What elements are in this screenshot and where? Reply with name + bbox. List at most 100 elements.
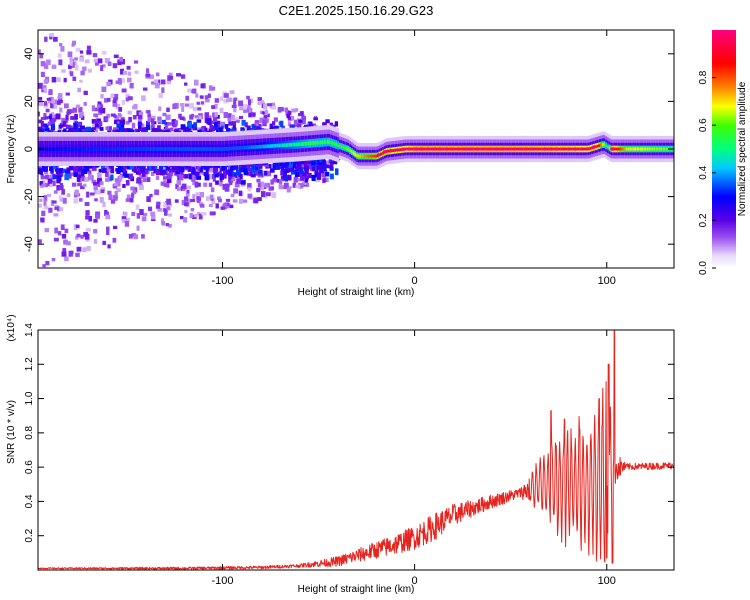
spectrogram-cell (249, 98, 253, 104)
spectrogram-cell (184, 174, 189, 179)
spectrogram-ridge-cell (136, 147, 139, 151)
spectrogram-cell (203, 182, 208, 187)
spectrogram-cell (95, 213, 100, 219)
spectrogram-cell (179, 129, 185, 135)
spectrogram-cell (234, 181, 240, 188)
spectrogram-cell (38, 82, 43, 89)
spectrogram-cell (200, 127, 205, 132)
spectrogram-cell (162, 176, 168, 180)
spectrogram-cell (167, 122, 172, 126)
spectrogram-cell (247, 183, 252, 189)
spectrogram-cell (100, 189, 105, 194)
spectrogram-cell (40, 61, 46, 67)
spectrogram-ridge-cell (357, 154, 361, 158)
spectrogram-cell (75, 104, 81, 108)
spectrogram-cell (50, 102, 54, 109)
spectrogram-cell (128, 233, 133, 239)
spectrogram-cell (72, 76, 77, 81)
spectrogram-cell (98, 168, 103, 173)
spectrogram-ridge-cell (226, 146, 229, 151)
spectrogram-cell (73, 170, 79, 178)
spectrogram-ridge-cell (342, 145, 345, 149)
spectrogram-ridge-cell (219, 147, 222, 151)
spectrogram-cell (224, 124, 229, 129)
spectrogram-cell (244, 163, 249, 170)
spectrogram-cell (214, 112, 218, 117)
spectrogram-cell (260, 181, 265, 187)
spectrogram-cell (324, 164, 329, 169)
spectrogram-ridge-cell (98, 147, 101, 151)
spectrogram-cell (133, 234, 139, 240)
spectrogram-cell (233, 108, 237, 113)
spectrogram-cell (64, 228, 69, 234)
spectrogram-cell (196, 199, 200, 203)
spectrogram-cell (196, 101, 201, 105)
spectrogram-cell (212, 112, 217, 118)
spectrogram-cell (188, 174, 192, 180)
spectrogram-cell (160, 218, 164, 224)
spectrogram-ridge-cell (247, 145, 250, 150)
spectrogram-cell (67, 51, 73, 58)
spectrogram-cell (263, 103, 268, 110)
spectrogram-cell (40, 128, 44, 133)
spectrogram-ridge-cell (60, 147, 63, 151)
spectrogram-ridge-cell (174, 147, 177, 151)
spectrogram-ridge-cell (210, 147, 214, 151)
spectrogram-cell (150, 211, 156, 216)
spectrogram-ridge-cell (359, 154, 362, 158)
spectrogram-cell (269, 123, 274, 130)
spectrogram-ridge-cell (352, 151, 355, 155)
spectrogram-cell (287, 116, 293, 121)
spectrogram-cell (190, 199, 196, 203)
spectrogram-cell (110, 165, 114, 171)
spectrogram-cell (147, 206, 153, 212)
spectrogram-cell (62, 168, 67, 173)
spectrogram-cell (95, 62, 99, 66)
spectrogram-cell (176, 179, 181, 186)
spectrogram-cell (200, 204, 205, 208)
spectrogram-cell (150, 124, 155, 131)
spectrogram-cell (137, 114, 143, 120)
spectrogram-cell (180, 124, 186, 130)
spectrogram-cell (44, 116, 49, 120)
spectrogram-cell (262, 119, 266, 125)
spectrogram-cell (110, 199, 116, 204)
spectrogram-cell (256, 188, 261, 193)
spectrogram-cell (191, 167, 195, 173)
spectrogram-cell (239, 168, 245, 173)
spectrogram-cell (301, 183, 305, 188)
spectrogram-cell (102, 64, 106, 68)
spectrogram-ridge-cell (108, 147, 112, 151)
spectrogram-cell (200, 83, 205, 89)
spectrogram-cell (77, 182, 82, 187)
spectrogram-cell (199, 192, 204, 198)
spectrogram-ridge-cell (333, 142, 336, 146)
spectrogram-cell (59, 168, 63, 174)
spectrogram-cell (63, 128, 67, 133)
spectrogram-cell (56, 184, 61, 191)
spectrogram-cell (280, 170, 284, 176)
spectrogram-ridge-cell (140, 147, 143, 151)
spectrogram-ridge-cell (159, 147, 162, 151)
spectrogram-cell (168, 223, 172, 228)
spectrogram-cell (223, 99, 229, 104)
spectrogram-cell (73, 198, 79, 204)
spectrogram-cell (239, 198, 244, 204)
spectrogram-cell (155, 72, 160, 77)
spectrogram-cell (70, 109, 74, 114)
spectrogram-cell (100, 94, 104, 99)
spectrogram-cell (74, 65, 79, 71)
spectrogram-cell (39, 53, 44, 59)
spectrogram-cell (133, 60, 139, 64)
spectrogram-cell (251, 169, 256, 173)
spectrogram-cell (102, 201, 106, 208)
spectrogram-ridge-cell (245, 145, 248, 150)
spectrogram-cell (86, 191, 90, 198)
spectrogram-cell (128, 116, 132, 123)
spectrogram-cell (285, 164, 290, 171)
spectrogram-cell (113, 225, 118, 230)
spectrogram-cell (39, 181, 43, 186)
spectrogram-cell (131, 166, 137, 172)
spectrogram-cell (44, 127, 50, 132)
spectrogram-cell (293, 176, 299, 183)
